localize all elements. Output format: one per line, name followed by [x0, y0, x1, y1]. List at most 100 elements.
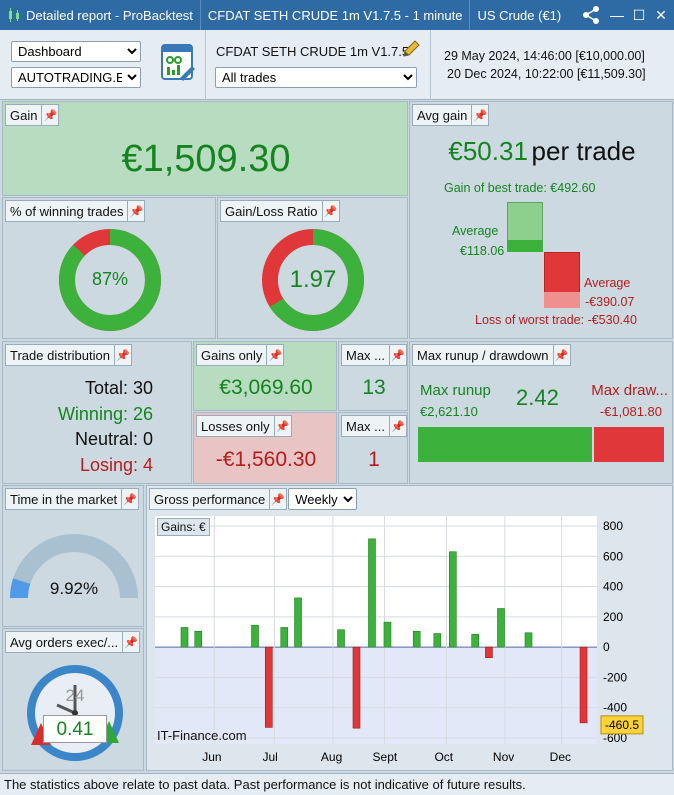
max-loss-streak-value: 1 — [368, 448, 380, 471]
pin-icon[interactable]: 📌 — [270, 488, 288, 510]
y-tick-label: -400 — [603, 701, 627, 715]
avg-gain-panel: Avg gain 📌 €50.31 per trade Gain of best … — [409, 101, 673, 339]
gains-only-value: €3,069.60 — [219, 376, 313, 399]
share-icon[interactable] — [580, 4, 602, 26]
gross-performance-chart: 800 600 400 200 0 -200 -400 -600-460.5 Jun Jul Au… — [155, 516, 644, 764]
neutral-trades: Neutral: 0 — [74, 429, 153, 449]
x-tick-label: Jul — [262, 750, 277, 764]
trades-filter-select[interactable]: All trades — [215, 67, 417, 88]
bar — [352, 646, 361, 729]
negative-region — [155, 647, 597, 744]
runup-drawdown-panel: Max runup / drawdown 📌 Max runup €2,621.1… — [409, 341, 673, 484]
winning-trades: Winning: 26 — [57, 403, 153, 424]
maximize-icon[interactable]: ☐ — [632, 6, 646, 23]
worst-trade: Loss of worst trade: -€530.40 — [475, 313, 637, 327]
end-date: 20 Dec 2024, 10:22:00 [€11,509.30] — [447, 67, 646, 81]
clock-icon — [27, 665, 123, 761]
bar — [471, 633, 479, 648]
tab-instrument[interactable]: US Crude (€1) — [470, 0, 568, 30]
bar — [194, 630, 203, 648]
pin-icon[interactable]: 📌 — [128, 200, 146, 222]
tab-detailed-report[interactable]: Detailed report - ProBacktest — [0, 0, 201, 30]
gain-label: Gain — [5, 104, 43, 126]
drawdown-bar — [594, 427, 664, 462]
runup-bar — [418, 427, 593, 462]
pin-icon[interactable]: 📌 — [472, 104, 490, 126]
avg-orders-panel: Avg orders exec/... 📌 24 0.41 — [2, 628, 144, 771]
winning-pct-panel: % of winning trades 📌 87% — [2, 197, 216, 339]
x-tick-label: Nov — [493, 750, 514, 764]
close-icon[interactable]: ✕ — [655, 6, 667, 23]
period-select[interactable]: Weekly — [288, 488, 358, 510]
gains-only-panel: Gains only 📌 €3,069.60 — [193, 341, 337, 411]
runup-drawdown-bar — [418, 427, 664, 462]
gain-value: €1,509.30 — [121, 138, 291, 180]
divider — [430, 30, 431, 100]
losses-only-panel: Losses only 📌 -€1,560.30 — [193, 412, 337, 484]
bar — [524, 632, 533, 648]
bar — [579, 646, 588, 724]
tab-label: CFDAT SETH CRUDE 1m V1.7.5 - 1 minute — [207, 7, 463, 23]
bar — [449, 551, 457, 648]
report-header: Dashboard AUTOTRADING.EE CFDAT SETH CRUD… — [0, 30, 674, 100]
edit-pencil-icon[interactable] — [401, 39, 421, 59]
avg-gain-value: €50.31 — [448, 136, 528, 166]
x-tick-label: Aug — [321, 750, 342, 764]
pin-icon[interactable]: 📌 — [390, 415, 408, 437]
last-value-label: -460.5 — [605, 718, 639, 732]
worst-trade-bar — [544, 292, 580, 308]
pin-icon[interactable]: 📌 — [114, 344, 132, 366]
x-tick-label: Oct — [434, 750, 453, 764]
gains-only-label: Gains only — [196, 344, 268, 366]
dashboard-select[interactable]: Dashboard — [11, 41, 141, 62]
avg-loss-label: Average — [584, 276, 631, 290]
strategy-name: CFDAT SETH CRUDE 1m V1.7.5 — [216, 44, 410, 59]
avg-win-label: Average — [452, 224, 499, 238]
y-tick-label: 200 — [603, 610, 623, 624]
pin-icon[interactable]: 📌 — [274, 415, 292, 437]
divider — [205, 30, 206, 100]
x-tick-label: Jun — [202, 750, 221, 764]
bar — [280, 627, 289, 648]
window-controls: — ☐ ✕ — [573, 0, 674, 30]
pin-icon[interactable]: 📌 — [42, 104, 60, 126]
avg-gain-suffix: per trade — [531, 136, 636, 166]
losses-only-label: Losses only — [196, 415, 275, 437]
minimize-icon[interactable]: — — [610, 7, 624, 23]
gain-loss-ratio-value: 1.97 — [289, 266, 337, 293]
pin-icon[interactable]: 📌 — [123, 631, 141, 653]
runup-drawdown-label: Max runup / drawdown — [412, 344, 554, 366]
bar — [383, 621, 392, 648]
avg-win-value: €118.06 — [460, 244, 505, 258]
bar — [368, 538, 376, 648]
disclaimer-text: The statistics above relate to past data… — [4, 777, 526, 792]
account-select[interactable]: AUTOTRADING.EE — [11, 67, 141, 88]
runup-drawdown-ratio: 2.42 — [516, 385, 559, 410]
start-date: 29 May 2024, 14:46:00 [€10,000.00] — [444, 49, 645, 63]
gain-loss-ratio-donut — [262, 229, 364, 331]
gain-panel: Gain 📌 €1,509.30 — [2, 101, 408, 196]
y-tick-label: 600 — [603, 549, 623, 563]
y-tick-label: 400 — [603, 580, 623, 594]
bar — [337, 629, 345, 648]
pin-icon[interactable]: 📌 — [122, 488, 140, 510]
last-value-badge — [600, 715, 644, 735]
avg-loss-value: -€390.07 — [585, 295, 635, 309]
pin-icon[interactable]: 📌 — [553, 344, 571, 366]
time-in-market-label: Time in the market — [5, 488, 123, 510]
losses-only-value: -€1,560.30 — [215, 448, 317, 471]
pin-icon[interactable]: 📌 — [267, 344, 285, 366]
pin-icon[interactable]: 📌 — [390, 344, 408, 366]
y-tick-label: -600 — [603, 731, 627, 745]
bar — [251, 624, 259, 648]
gain-loss-ratio-label: Gain/Loss Ratio — [220, 200, 323, 222]
report-settings-icon[interactable] — [161, 43, 197, 83]
tab-strategy[interactable]: CFDAT SETH CRUDE 1m V1.7.5 - 1 minute — [201, 0, 471, 30]
trade-distribution-panel: Trade distribution 📌 Total: 30 Winning: 2… — [2, 341, 192, 484]
max-drawdown-value: -€1,081.80 — [599, 404, 662, 419]
pin-icon[interactable]: 📌 — [322, 200, 340, 222]
winning-pct-value: 87% — [91, 269, 129, 289]
max-drawdown-label: Max draw... — [591, 382, 668, 399]
avg-gain-label: Avg gain — [412, 104, 473, 126]
total-trades: Total: 30 — [84, 378, 153, 398]
